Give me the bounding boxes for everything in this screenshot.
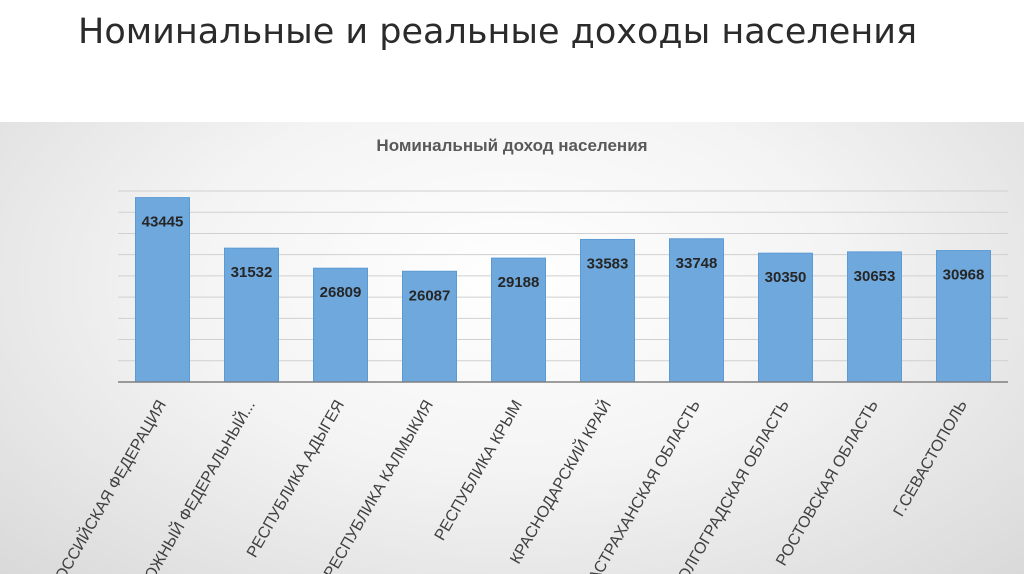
data-label: 43445 [142,214,184,231]
bar [936,250,991,383]
category-label: РОССИЙСКАЯ ФЕДЕРАЦИЯ [46,397,170,574]
bar [135,197,190,383]
bars [135,197,991,383]
bar [580,238,635,383]
category-label: РЕСПУБЛИКА КРЫМ [432,398,526,544]
data-label: 26809 [320,284,362,301]
bar [847,251,902,383]
data-label: 30653 [854,268,896,285]
data-label: 30968 [943,267,985,284]
data-labels: 43445 31532 26809 26087 29188 33583 33748 30350… [142,214,985,305]
category-label: КРАСНОДАРСКИЙ КРАЙ [506,397,615,567]
category-label: РЕСПУБЛИКА АДЫГЕЯ [244,398,348,561]
data-label: 31532 [231,264,273,281]
category-label: Г.СЕВАСТОПОЛЬ [891,398,971,520]
data-label: 29188 [498,274,540,291]
slide-title: Номинальные и реальные доходы населения [78,12,918,52]
bar [669,238,724,383]
category-label: РЕСПУБЛИКА КАЛМЫКИЯ [321,398,437,574]
bar-chart: Номинальный доход населения 43445 31532 26… [46,136,1008,574]
data-label: 30350 [765,269,807,286]
data-label: 26087 [409,287,451,304]
chart-area: Номинальный доход населения 43445 31532 26… [0,122,1024,574]
data-label: 33583 [587,255,629,272]
bar [758,252,813,383]
data-label: 33748 [676,255,718,272]
chart-title: Номинальный доход населения [376,136,647,155]
category-label: РОСТОВСКАЯ ОБЛАСТЬ [773,398,882,569]
